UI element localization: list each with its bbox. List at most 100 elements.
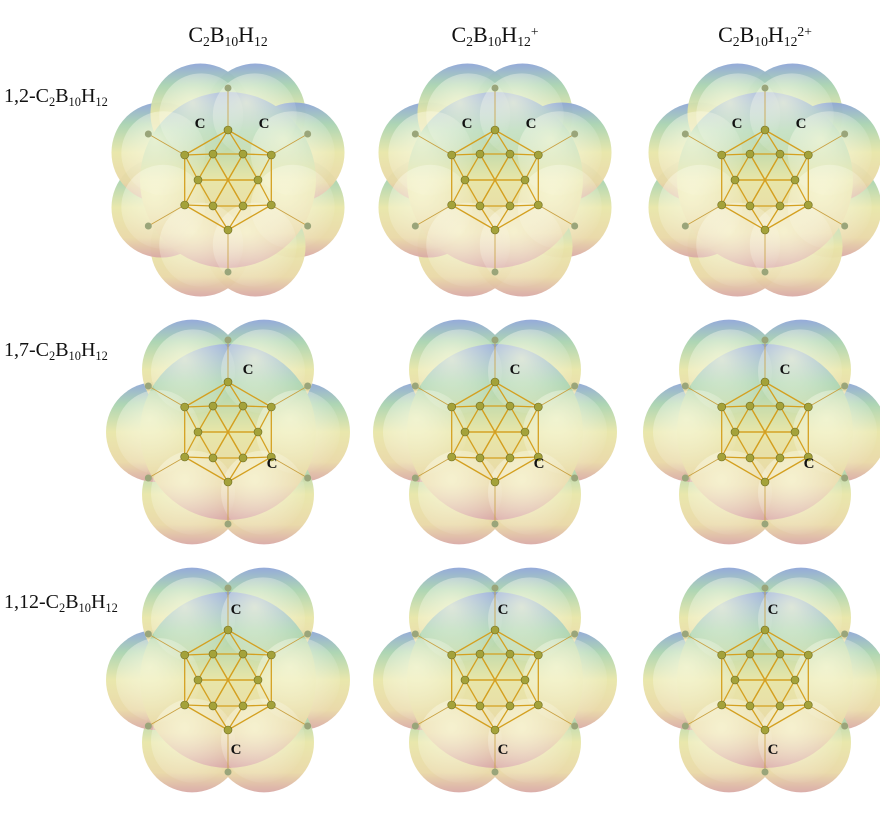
boron-atom [476, 650, 484, 658]
atom-label: C [526, 116, 537, 132]
surface-panel [643, 568, 880, 793]
boron-atom [209, 454, 217, 462]
hydrogen-atom [841, 723, 848, 730]
boron-atom [181, 201, 189, 209]
surface-panel [373, 320, 617, 545]
hydrogen-atom [145, 223, 152, 230]
boron-atom [718, 403, 726, 411]
boron-atom [224, 726, 232, 734]
hydrogen-atom [145, 383, 152, 390]
subscript: 10 [79, 601, 91, 615]
boron-atom [804, 201, 812, 209]
formula: C2B10H122+ [718, 22, 812, 49]
boron-atom [534, 151, 542, 159]
hydrogen-atom [571, 475, 578, 482]
surface-panel [106, 320, 350, 545]
boron-atom [791, 428, 799, 436]
hydrogen-atom [492, 521, 499, 528]
atom-label: C [243, 362, 254, 378]
atom-label: C [231, 602, 242, 618]
boron-atom [254, 176, 262, 184]
boron-atom [761, 726, 769, 734]
boron-atom [267, 201, 275, 209]
boron-atom [521, 176, 529, 184]
hydrogen-atom [841, 475, 848, 482]
hydrogen-atom [304, 723, 311, 730]
subscript: 12 [105, 601, 117, 615]
atom-label: C [768, 742, 779, 758]
subscript: 10 [69, 95, 81, 109]
surface-highlight [758, 329, 842, 413]
hydrogen-atom [841, 131, 848, 138]
formula-text: B [65, 591, 78, 613]
formula-text: C [188, 22, 203, 47]
boron-atom [267, 651, 275, 659]
boron-atom [718, 701, 726, 709]
atom-label: C [195, 116, 206, 132]
formula: C2B10H12+ [451, 22, 538, 49]
boron-atom [448, 701, 456, 709]
figure: C2B10H12C2B10H12+C2B10H122+1,2-C2B10H12C… [0, 0, 880, 820]
atom-label: C [259, 116, 270, 132]
formula-text: C [451, 22, 466, 47]
boron-atom [776, 202, 784, 210]
boron-atom [804, 151, 812, 159]
boron-atom [776, 702, 784, 710]
hydrogen-atom [841, 383, 848, 390]
formula-text: H [91, 591, 105, 613]
surface-highlight [221, 577, 305, 661]
subscript: 10 [488, 34, 502, 49]
boron-atom [791, 176, 799, 184]
boron-atom [506, 702, 514, 710]
boron-atom [267, 403, 275, 411]
boron-atom [224, 126, 232, 134]
hydrogen-atom [571, 723, 578, 730]
formula-text: C [718, 22, 733, 47]
atom-label: C [768, 602, 779, 618]
surface-panel [111, 63, 344, 296]
hydrogen-atom [145, 631, 152, 638]
boron-atom [506, 650, 514, 658]
boron-atom [731, 176, 739, 184]
hydrogen-atom [225, 521, 232, 528]
boron-atom [746, 650, 754, 658]
formula: 1,2-C2B10H12 [4, 85, 108, 109]
formula-text: B [740, 22, 755, 47]
boron-atom [804, 403, 812, 411]
hydrogen-atom [762, 337, 769, 344]
atom-label: C [231, 742, 242, 758]
boron-atom [761, 226, 769, 234]
boron-atom [461, 676, 469, 684]
hydrogen-atom [492, 337, 499, 344]
atom-label: C [498, 602, 509, 618]
hydrogen-atom [225, 769, 232, 776]
superscript: + [531, 24, 539, 39]
boron-atom [506, 454, 514, 462]
hydrogen-atom [225, 269, 232, 276]
subscript: 10 [69, 349, 81, 363]
hydrogen-atom [225, 585, 232, 592]
boron-atom [476, 202, 484, 210]
hydrogen-atom [225, 337, 232, 344]
boron-atom [239, 454, 247, 462]
formula-text: B [55, 85, 68, 107]
boron-atom [718, 151, 726, 159]
formula-text: 1,12-C [4, 591, 59, 613]
boron-atom [267, 151, 275, 159]
boron-atom [448, 151, 456, 159]
boron-atom [746, 402, 754, 410]
boron-atom [776, 650, 784, 658]
boron-atom [718, 651, 726, 659]
boron-atom [254, 676, 262, 684]
hydrogen-atom [304, 223, 311, 230]
formula-text: H [81, 339, 95, 361]
boron-atom [224, 626, 232, 634]
boron-atom [209, 702, 217, 710]
boron-atom [491, 378, 499, 386]
hydrogen-atom [571, 131, 578, 138]
hydrogen-atom [682, 631, 689, 638]
boron-atom [476, 702, 484, 710]
subscript: 12 [517, 34, 531, 49]
boron-atom [761, 478, 769, 486]
boron-atom [224, 226, 232, 234]
